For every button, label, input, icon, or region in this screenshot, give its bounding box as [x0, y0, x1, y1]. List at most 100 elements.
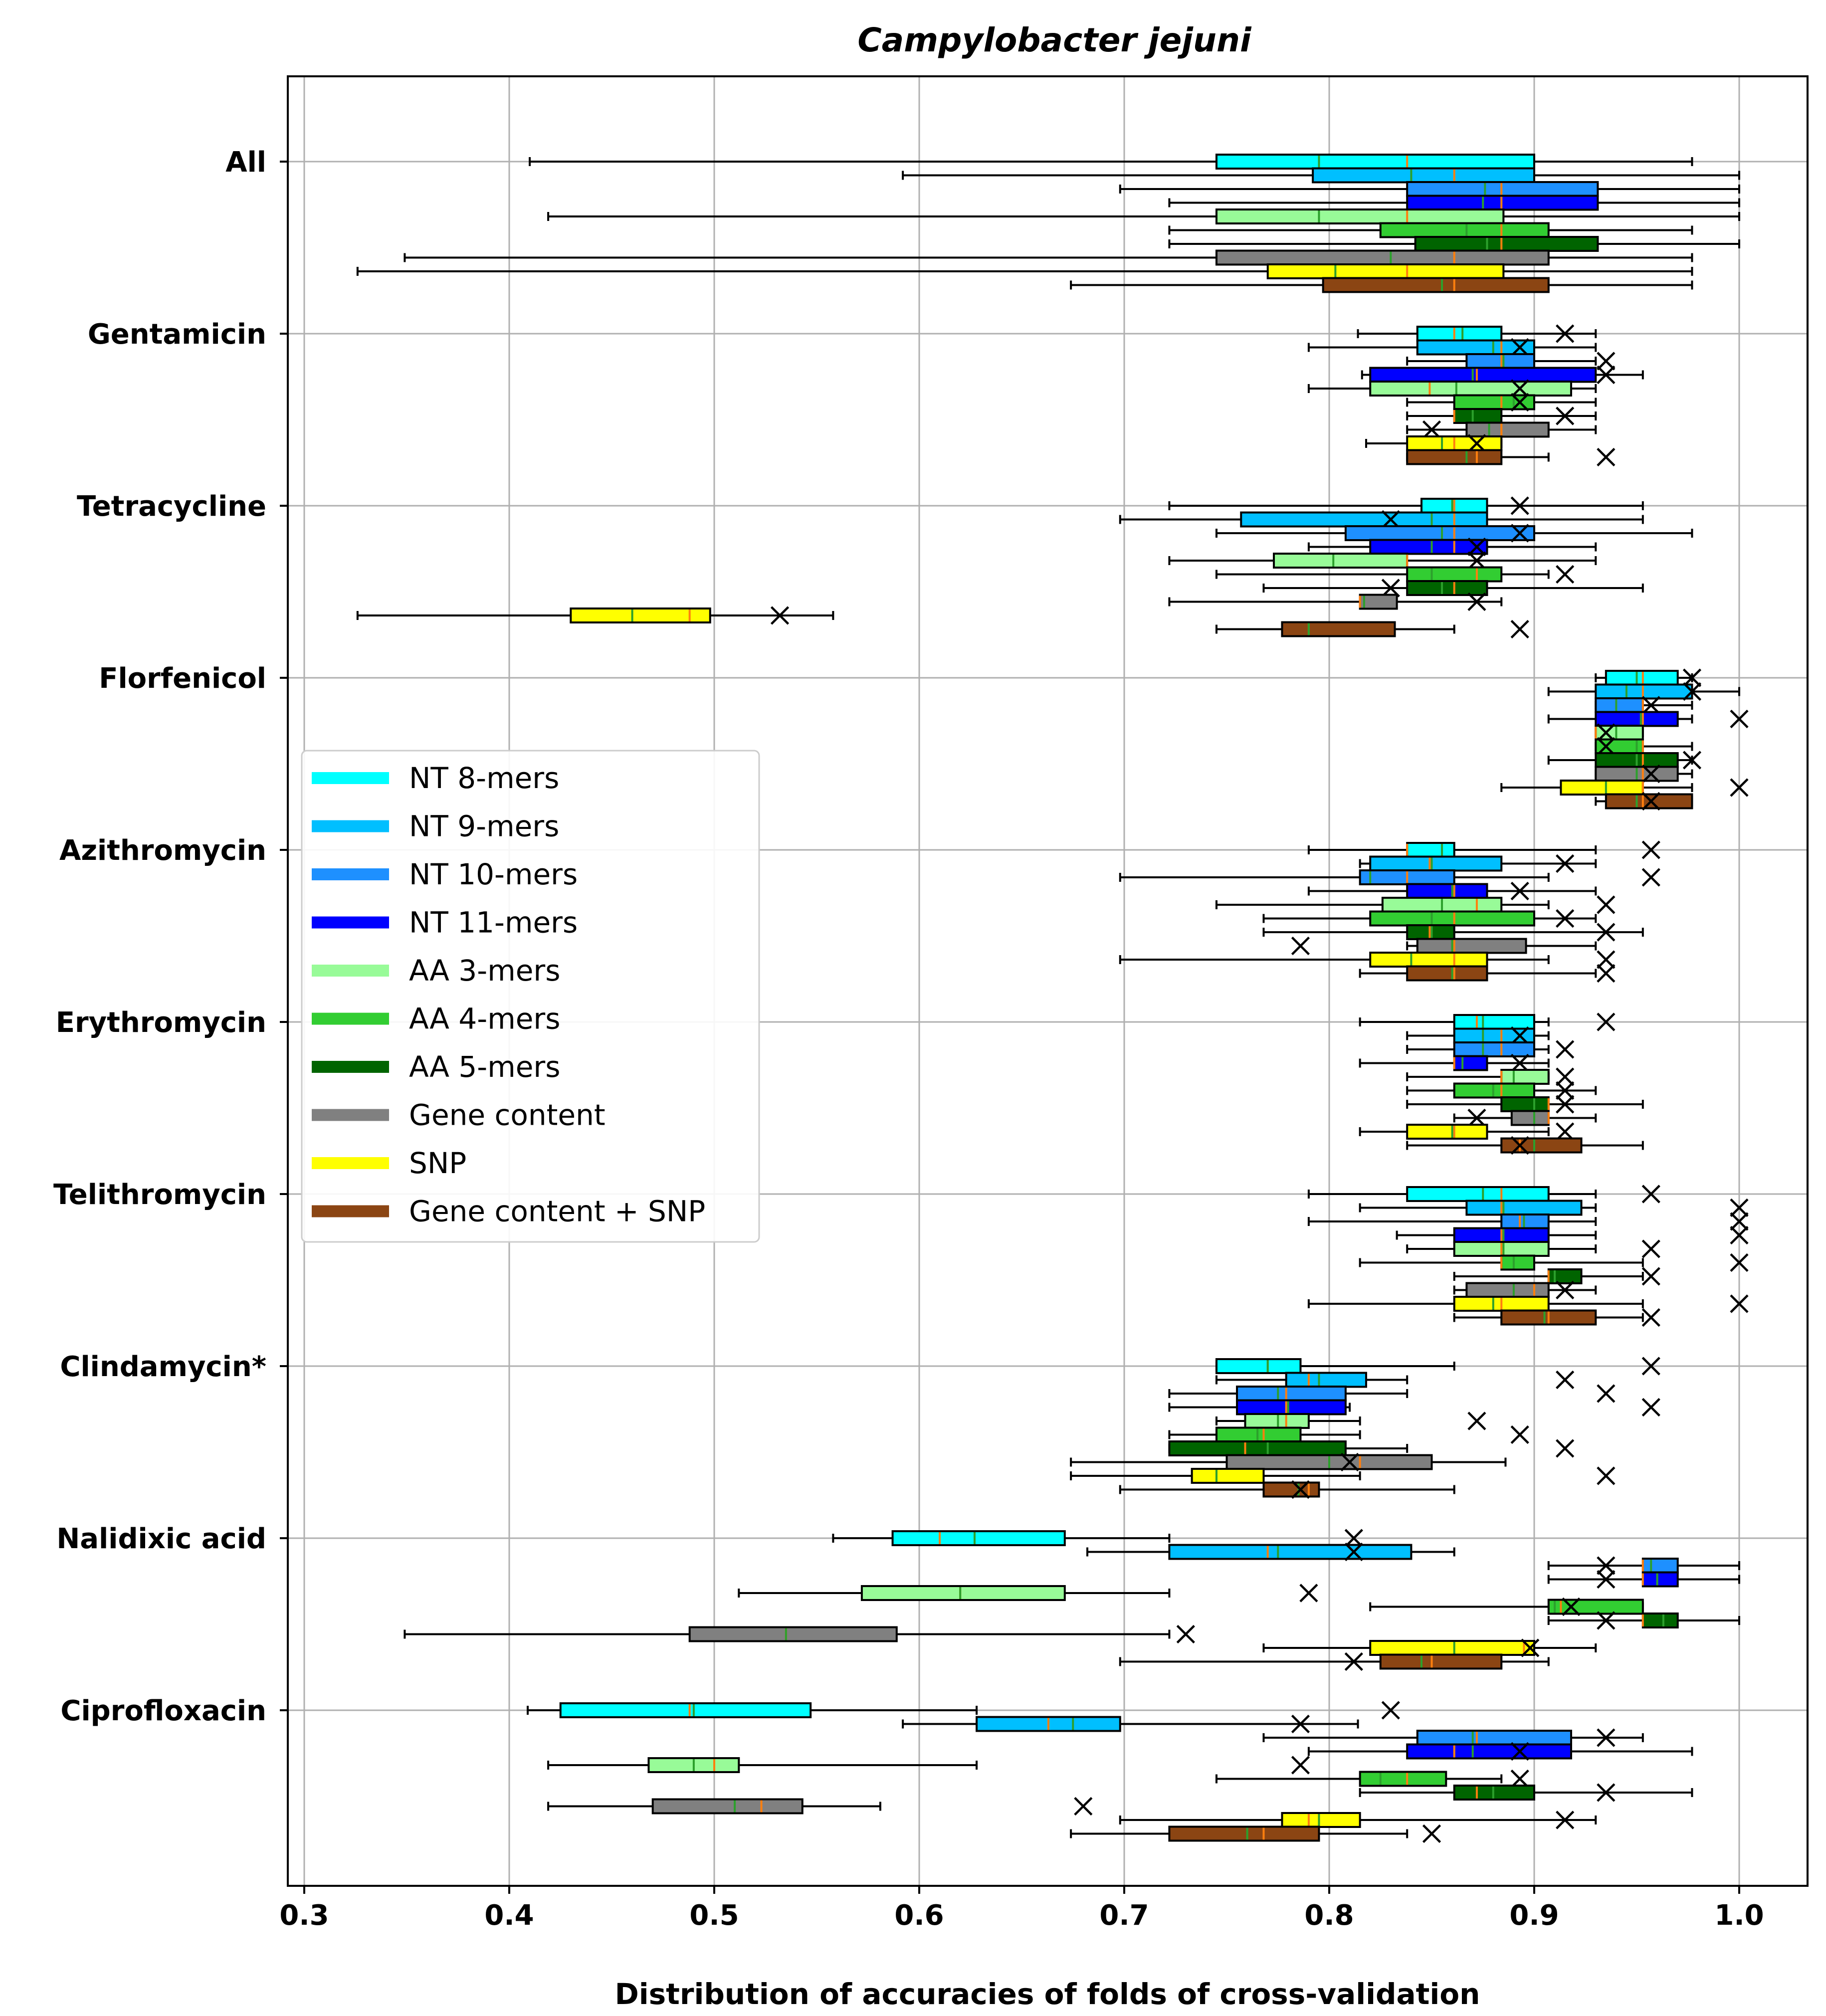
outlier-stroke [1510, 619, 1529, 639]
outlier-marker [1641, 696, 1660, 715]
legend-item-snp: SNP [312, 1146, 466, 1180]
outlier-stroke [1641, 764, 1660, 784]
outlier-stroke [1510, 1769, 1529, 1789]
box-iqr [688, 1626, 898, 1642]
box-gentamicin-gene-content [1406, 420, 1597, 439]
box-gentamicin-nt-11-mers [1361, 365, 1644, 385]
box-erythromycin-nt-9-mers [1406, 1026, 1550, 1045]
y-label-florfenicol: Florfenicol [99, 662, 266, 695]
box-iqr [1595, 711, 1679, 727]
outlier-marker [770, 606, 790, 625]
outlier-stroke [1597, 1466, 1616, 1485]
outlier-stroke [1510, 496, 1529, 515]
outlier-stroke [1467, 1108, 1486, 1128]
box-iqr [1281, 1812, 1361, 1828]
legend-item-gene-content-snp: Gene content + SNP [312, 1195, 705, 1228]
x-tick-label: 0.4 [484, 1899, 534, 1932]
outlier-stroke [1510, 524, 1529, 543]
legend-label: NT 8-mers [409, 761, 559, 795]
box-tetracycline-snp [356, 606, 834, 625]
outlier-marker [1641, 840, 1660, 859]
outlier-stroke [1510, 1742, 1529, 1761]
outlier-marker [1597, 447, 1616, 467]
box-telithromycin-nt-11-mers [1396, 1225, 1749, 1245]
box-nalidixic-acid-aa-5-mers [1547, 1611, 1740, 1630]
outlier-stroke [1562, 1597, 1581, 1616]
outlier-stroke [1597, 1570, 1616, 1589]
box-iqr [1262, 1481, 1320, 1498]
outlier-marker [1291, 936, 1310, 956]
outlier-marker [1682, 668, 1702, 687]
outlier-marker [1556, 1122, 1575, 1141]
outlier-marker [1291, 1756, 1310, 1775]
outlier-stroke [1597, 1556, 1616, 1575]
outlier-stroke [1597, 1611, 1616, 1630]
outlier-marker [1556, 1095, 1575, 1114]
outlier-stroke [1556, 1280, 1575, 1300]
legend-swatch [312, 965, 389, 977]
box-iqr [1369, 855, 1503, 872]
outlier-marker [1597, 1556, 1616, 1575]
outlier-stroke [1641, 1308, 1660, 1327]
outlier-stroke [1291, 1480, 1310, 1499]
outlier-stroke [1597, 723, 1616, 742]
plot-area [356, 154, 1749, 1843]
outlier-marker [1344, 1529, 1363, 1548]
outlier-stroke [1597, 1783, 1616, 1802]
box-iqr [1240, 511, 1488, 528]
y-label-clindamycin: Clindamycin* [60, 1351, 266, 1383]
box-iqr [1406, 965, 1488, 982]
outlier-marker [1597, 365, 1616, 385]
box-iqr [1453, 408, 1503, 424]
outlier-marker [1556, 909, 1575, 928]
outlier-marker [1597, 1783, 1616, 1802]
outlier-marker [1422, 1824, 1441, 1843]
outlier-marker [1291, 1714, 1310, 1734]
legend-swatch [312, 916, 389, 929]
box-iqr [1453, 1082, 1535, 1099]
legend-label: NT 10-mers [409, 857, 578, 891]
outlier-marker [1641, 1267, 1660, 1286]
box-iqr [1369, 381, 1572, 397]
box-clindamycin-gene-content-snp [1119, 1480, 1455, 1499]
outlier-marker [1510, 1742, 1529, 1761]
legend-label: AA 4-mers [409, 1002, 560, 1036]
box-clindamycin-nt-8-mers [1215, 1357, 1660, 1376]
box-iqr [1605, 670, 1679, 686]
outlier-marker [1641, 1308, 1660, 1327]
outlier-stroke [1641, 1239, 1660, 1258]
outlier-stroke [1556, 565, 1575, 584]
box-erythromycin-nt-11-mers [1359, 1053, 1550, 1073]
outlier-marker [1381, 579, 1400, 598]
outlier-stroke [1556, 1122, 1575, 1141]
legend-item-nt-8-mers: NT 8-mers [312, 761, 559, 795]
outlier-marker [1510, 379, 1529, 398]
box-iqr [1406, 566, 1503, 583]
outlier-stroke [1556, 1081, 1575, 1100]
box-iqr [1215, 249, 1550, 266]
box-iqr [1453, 1055, 1488, 1071]
box-iqr [1406, 842, 1455, 858]
outlier-marker [1597, 923, 1616, 942]
y-label-all: All [225, 146, 266, 179]
box-clindamycin-nt-9-mers [1215, 1370, 1575, 1390]
y-label-ciprofloxacin: Ciprofloxacin [60, 1695, 266, 1727]
outlier-stroke [1556, 1040, 1575, 1059]
outlier-marker [1597, 950, 1616, 969]
box-iqr [1641, 1558, 1679, 1574]
outlier-marker [1556, 854, 1575, 873]
box-iqr [1406, 181, 1599, 197]
outlier-stroke [1556, 1370, 1575, 1390]
outlier-marker [1510, 496, 1529, 515]
outlier-stroke [1467, 551, 1486, 570]
box-tetracycline-gene-content [1168, 592, 1503, 611]
legend-item-nt-10-mers: NT 10-mers [312, 857, 578, 891]
outlier-stroke [1682, 668, 1702, 687]
box-gentamicin-aa-4-mers [1406, 393, 1597, 412]
outlier-stroke [1344, 1652, 1363, 1671]
outlier-stroke [1467, 592, 1486, 611]
y-label-telithromycin: Telithromycin [53, 1179, 266, 1211]
outlier-marker [1641, 1398, 1660, 1417]
box-telithromycin-aa-5-mers [1453, 1267, 1660, 1286]
